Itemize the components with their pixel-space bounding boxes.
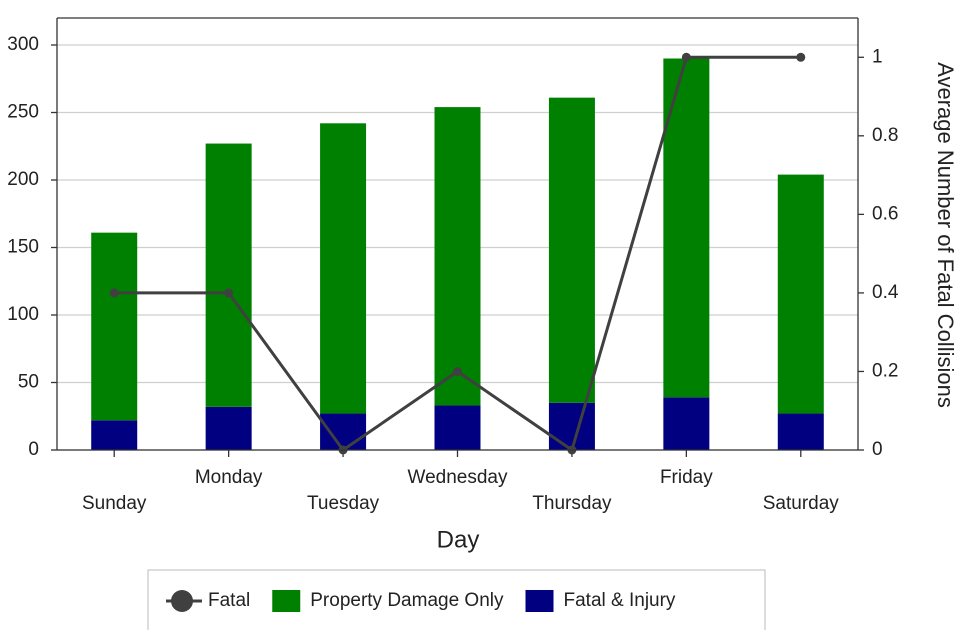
bar [777,174,824,414]
y-tick-label: 0 [28,439,39,460]
legend-label: Property Damage Only [310,590,504,611]
y2-tick-label: 0.4 [872,282,899,303]
x-axis-title: Day [437,526,480,553]
bar [91,232,138,421]
y-tick-label: 200 [7,169,39,190]
bar [91,420,138,450]
legend-box [147,569,766,630]
point [224,288,234,298]
y-tick-label: 300 [7,34,39,55]
y2-tick-label: 0.8 [872,125,898,146]
point [109,288,119,298]
bar [548,97,595,403]
legend-label: Fatal [208,590,250,611]
y2-axis-title: Average Number of Fatal Collisions [933,62,958,408]
x-tick-label: Thursday [532,493,612,514]
bar [434,107,481,406]
legend-swatch [171,590,193,612]
y2-tick-label: 0.2 [872,360,898,381]
bar [777,413,824,450]
legend-swatch [525,590,554,612]
point [453,366,462,376]
y2-tick-label: 1 [872,46,883,67]
y-tick-label: 150 [7,237,39,258]
y2-tick-label: 0 [872,439,883,460]
x-tick-label: Wednesday [408,467,508,488]
bar [663,397,710,450]
bar [320,123,367,414]
point [796,52,806,62]
x-tick-label: Saturday [763,493,840,514]
y-tick-label: 250 [7,102,39,123]
bar [320,413,367,450]
point [681,52,691,62]
y2-tick-label: 0.6 [872,203,898,224]
x-tick-label: Monday [195,467,263,488]
x-tick-label: Tuesday [307,493,380,514]
bar [205,406,252,450]
legend-swatch [272,590,301,612]
bar [548,402,595,450]
x-tick-label: Friday [660,467,713,488]
legend-label: Fatal & Injury [564,590,676,611]
bar [205,143,252,407]
y-tick-label: 100 [7,304,39,325]
bar [434,405,481,450]
x-tick-label: Sunday [82,493,147,514]
y-tick-label: 50 [18,372,39,393]
